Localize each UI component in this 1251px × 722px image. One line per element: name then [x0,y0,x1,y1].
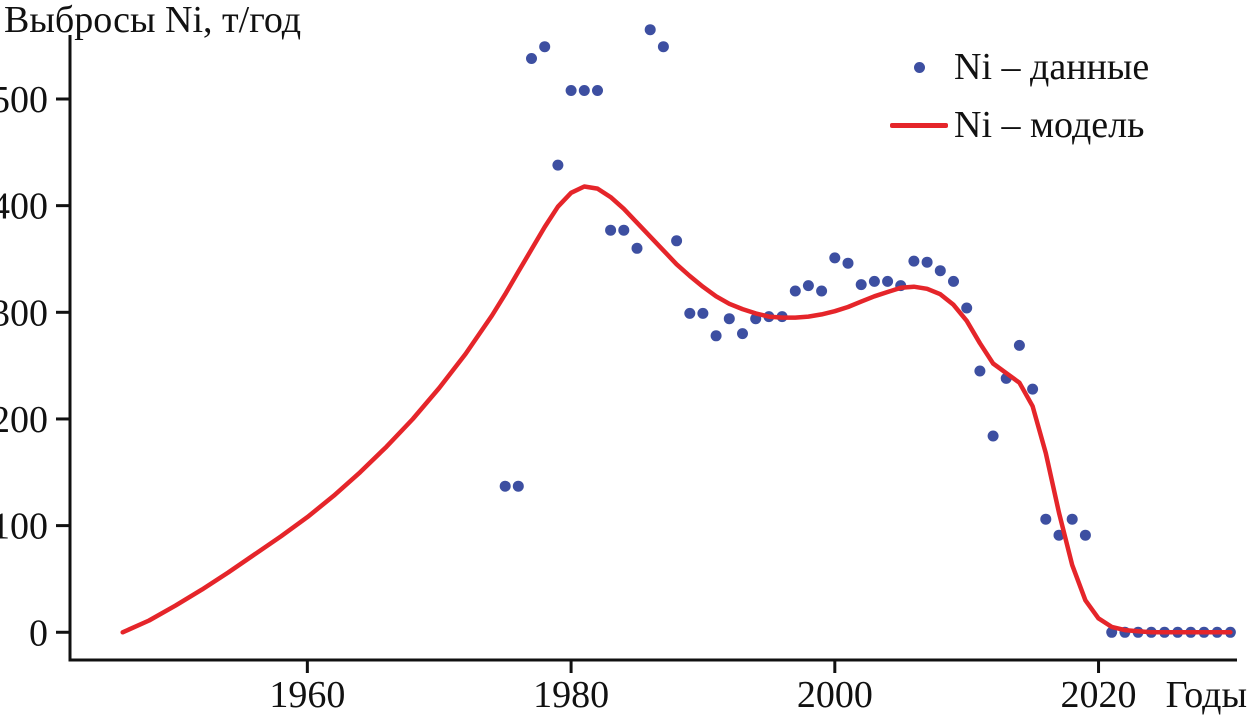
data-point [1027,383,1039,395]
data-point [789,285,801,297]
data-point [934,265,946,277]
x-tick-label: 1960 [269,674,345,716]
data-point [526,53,537,64]
x-axis-title: Годы [1166,674,1247,716]
data-point [605,224,617,236]
y-tick-label: 300 [0,292,48,334]
data-point [987,430,999,442]
data-point [1079,529,1091,541]
data-point [1013,339,1025,351]
data-point [1040,513,1052,525]
data-point [578,85,590,96]
data-point [921,256,933,268]
y-tick-label: 200 [0,399,48,441]
data-point [631,242,643,254]
legend-item-data: Ni – данные [888,44,1149,90]
data-point [802,280,814,292]
data-point [829,252,841,264]
data-point [684,307,696,319]
legend-line-marker [890,122,948,128]
data-point [842,257,854,269]
y-tick-label: 0 [29,612,48,654]
data-point [908,255,920,267]
y-tick-label: 100 [0,506,48,548]
legend-item-model: Ni – модель [888,102,1149,148]
data-point [737,328,748,340]
x-tick-label: 1980 [533,674,609,716]
data-point [710,330,722,342]
data-point [961,302,973,314]
x-tick-label: 2020 [1061,674,1137,716]
data-point [512,480,524,492]
legend-marker-area [888,61,950,73]
model-curve [120,184,1233,635]
legend-dot-marker [913,61,925,73]
data-point [539,41,551,53]
legend-label-data: Ni – данные [954,46,1150,88]
y-tick-label: 400 [0,186,48,228]
legend-label-model: Ni – модель [954,104,1145,146]
data-point [565,85,577,96]
data-point [1066,513,1078,525]
data-point [948,275,959,287]
data-point [882,275,894,287]
data-point [644,24,656,36]
data-point [671,235,683,247]
data-point [592,85,603,96]
chart-title: Выбросы Ni, т/год [4,0,302,41]
data-point [697,307,709,319]
legend: Ni – данные Ni – модель [888,44,1149,148]
y-tick-label: 500 [0,79,48,121]
data-point [723,313,735,325]
x-tick-label: 2000 [797,674,873,716]
data-point [618,224,630,236]
data-point [855,279,867,291]
data-point [974,365,986,377]
data-point [552,159,564,171]
data-point [868,275,880,287]
legend-marker-area [888,122,950,128]
data-point [499,480,511,492]
data-point [816,285,828,297]
data-point [657,41,669,53]
